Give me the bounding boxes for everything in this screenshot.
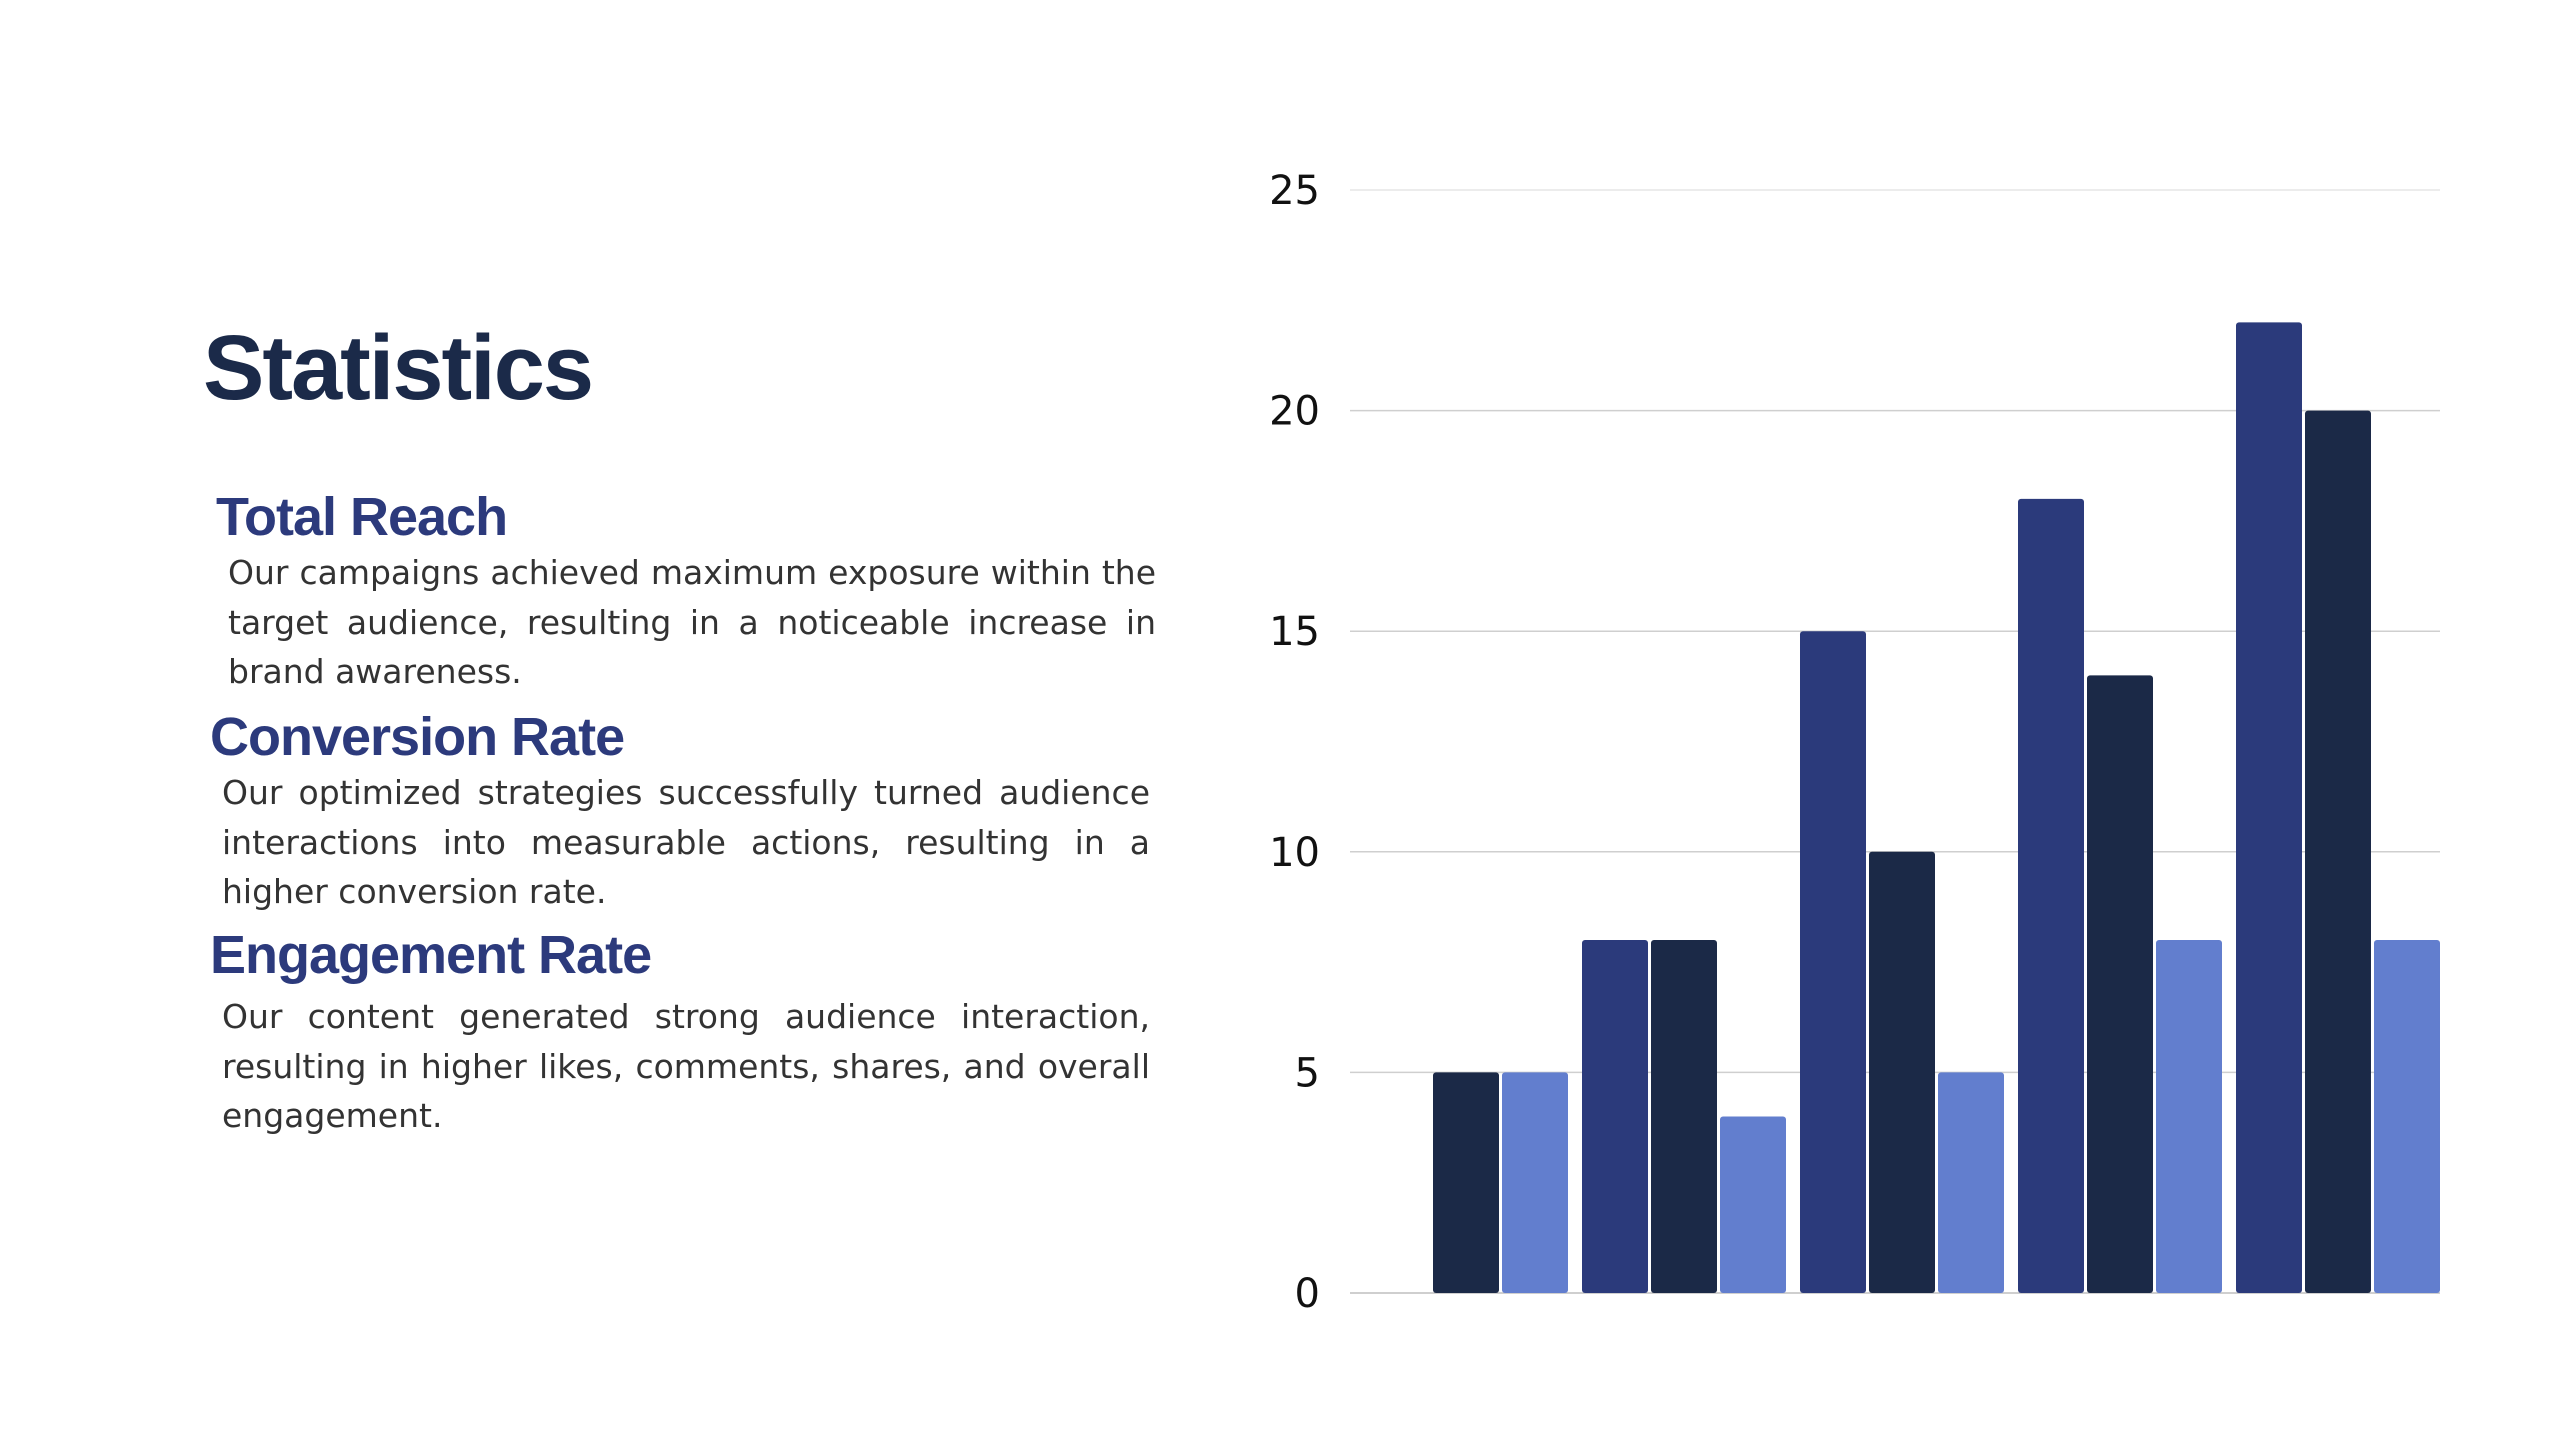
- bar: [2236, 322, 2302, 1293]
- stat-engagement-rate: Engagement Rate Our content generated st…: [210, 928, 1150, 1141]
- y-tick-label: 5: [1295, 1050, 1320, 1096]
- bar: [2156, 940, 2222, 1293]
- y-tick-label: 15: [1269, 609, 1320, 655]
- stat-heading: Conversion Rate: [210, 707, 625, 767]
- stat-description: Our optimized strategies successfully tu…: [222, 773, 1150, 911]
- bar: [1938, 1072, 2004, 1293]
- bar: [1502, 1072, 1568, 1293]
- stat-heading: Total Reach: [216, 487, 508, 547]
- chart-bars: [1433, 322, 2440, 1294]
- bar: [1720, 1116, 1786, 1293]
- bar: [1582, 940, 1648, 1293]
- bar: [1869, 851, 1935, 1293]
- bar: [2018, 498, 2084, 1294]
- bar: [1800, 631, 1866, 1293]
- page-title: Statistics: [203, 317, 594, 419]
- y-tick-label: 10: [1269, 830, 1320, 876]
- stat-description: Our content generated strong audience in…: [222, 997, 1150, 1135]
- stat-total-reach: Total Reach Our campaigns achieved maxim…: [216, 490, 1156, 697]
- bar: [1433, 1072, 1499, 1293]
- bar: [2305, 410, 2371, 1294]
- bar: [1651, 940, 1717, 1293]
- stat-conversion-rate: Conversion Rate Our optimized strategies…: [210, 710, 1150, 917]
- bar: [2374, 940, 2440, 1293]
- stat-description: Our campaigns achieved maximum exposure …: [228, 553, 1156, 691]
- y-tick-label: 20: [1269, 389, 1320, 435]
- y-tick-label: 0: [1295, 1271, 1320, 1317]
- stat-heading: Engagement Rate: [210, 925, 652, 985]
- y-axis-ticks: 0 5 10 15 20 25: [1269, 168, 1320, 1317]
- y-tick-label: 25: [1269, 168, 1320, 214]
- bar: [2087, 675, 2153, 1293]
